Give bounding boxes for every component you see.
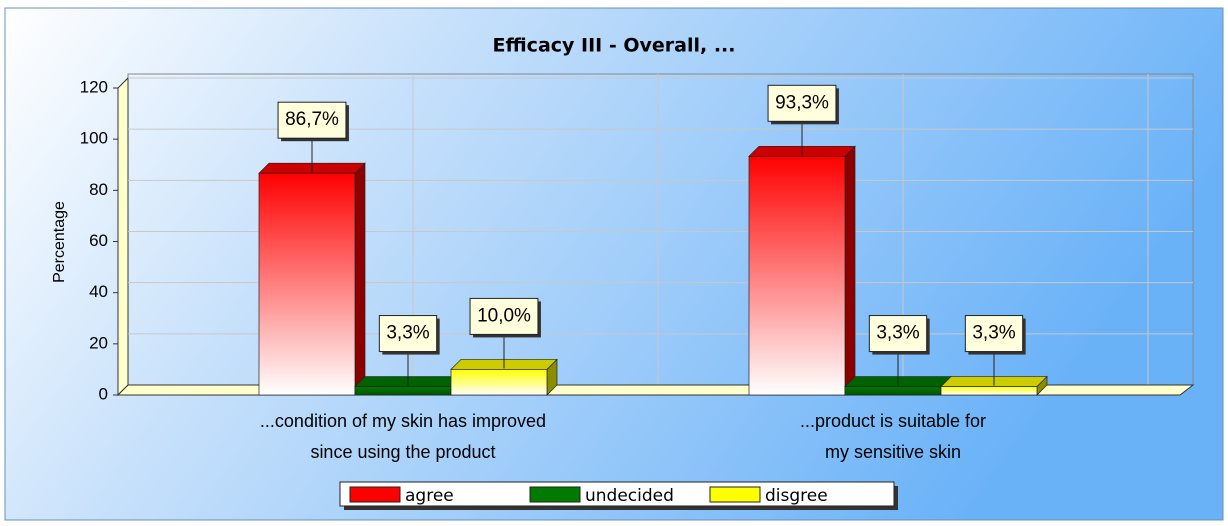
data-label: 86,7% bbox=[285, 109, 339, 130]
chart-title: Efficacy III - Overall, ... bbox=[493, 35, 736, 57]
data-label: 3,3% bbox=[386, 323, 429, 344]
data-label-box bbox=[469, 297, 539, 335]
bar-side bbox=[354, 162, 366, 396]
x-tick-label: ...product is suitable for bbox=[800, 411, 986, 431]
data-label-box bbox=[964, 315, 1024, 353]
y-tick-label: 100 bbox=[80, 129, 108, 148]
bar-side bbox=[844, 145, 856, 396]
x-tick-label: my sensitive skin bbox=[825, 442, 961, 462]
bar bbox=[940, 386, 1038, 396]
y-tick-label: 60 bbox=[89, 231, 108, 250]
data-label: 3,3% bbox=[972, 323, 1015, 344]
y-tick-label: 40 bbox=[89, 282, 108, 301]
y-tick-label: 20 bbox=[89, 333, 108, 352]
legend-swatch bbox=[529, 486, 581, 503]
data-label-box bbox=[868, 315, 928, 353]
bar bbox=[354, 386, 452, 396]
y-tick-label: 0 bbox=[99, 384, 108, 403]
legend-label: disgree bbox=[765, 486, 828, 506]
y-tick-label: 80 bbox=[89, 180, 108, 199]
data-label: 10,0% bbox=[477, 305, 531, 326]
data-label-box bbox=[767, 84, 837, 122]
data-label-box bbox=[378, 315, 438, 353]
data-label-box bbox=[277, 101, 347, 139]
y-tick-label: 120 bbox=[80, 77, 108, 96]
left-wall bbox=[117, 76, 129, 397]
legend-label: undecided bbox=[585, 486, 674, 506]
legend-swatch bbox=[349, 486, 401, 503]
y-axis-label: Percentage bbox=[51, 201, 68, 283]
data-label: 3,3% bbox=[876, 323, 919, 344]
legend-swatch bbox=[709, 486, 761, 503]
bar bbox=[450, 369, 548, 396]
legend-label: agree bbox=[405, 486, 454, 506]
bar bbox=[844, 386, 942, 396]
bar bbox=[748, 155, 846, 396]
x-tick-label: ...condition of my skin has improved bbox=[260, 411, 546, 431]
bar bbox=[258, 172, 356, 396]
legend bbox=[339, 481, 895, 507]
x-tick-label: since using the product bbox=[310, 442, 495, 462]
background bbox=[4, 7, 1224, 521]
data-label: 93,3% bbox=[775, 92, 829, 113]
